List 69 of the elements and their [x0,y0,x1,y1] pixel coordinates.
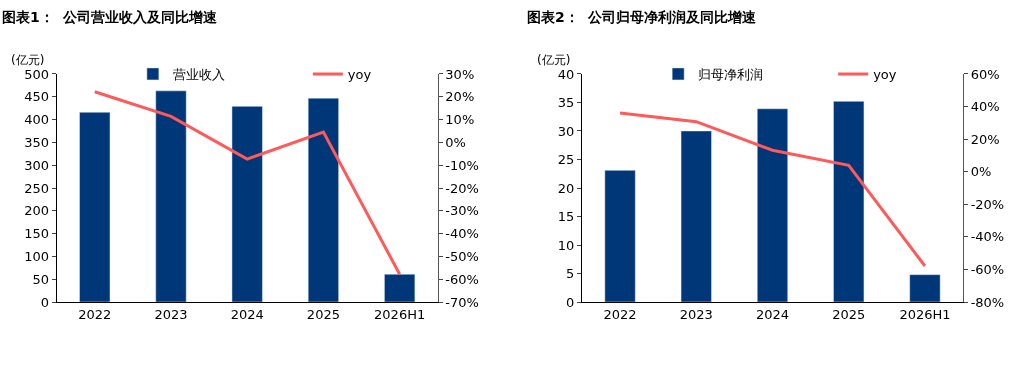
y-tick-label: 350 [24,134,50,150]
legend-label: yoy [347,66,372,82]
y-axis-title: (亿元) [537,53,571,67]
y-tick-label: 450 [24,89,50,105]
bar [155,90,187,303]
y2-tick-label: 20% [445,89,475,105]
y2-tick-label: 10% [445,112,475,128]
x-tick-label: 2023 [154,306,188,322]
y-tick-label: 150 [24,226,50,242]
bar [757,108,788,303]
y-tick-label: 200 [24,203,50,219]
y-tick-label: 20 [557,180,575,196]
legend-label: 归母净利润 [698,66,764,82]
y2-tick-label: -40% [445,226,479,242]
y-axis-title: (亿元) [11,53,45,67]
y-tick-label: 250 [24,180,50,196]
y2-tick-label: -20% [970,196,1005,212]
x-tick-label: 2024 [755,306,790,322]
x-tick-label: 2025 [306,306,340,322]
y-tick-label: 100 [24,248,50,264]
y-tick-label: 400 [24,112,50,128]
bar [307,97,339,303]
x-tick-label: 2023 [679,306,713,322]
y2-tick-label: -10% [445,157,479,173]
chart-title: 图表2： 公司归母净利润及同比增速 [527,9,758,25]
y2-tick-label: 0% [445,134,466,150]
y-tick-label: 0 [566,294,575,310]
bar [384,273,416,303]
x-tick-label: 2022 [603,306,637,322]
y-tick-label: 25 [557,152,575,168]
y2-tick-label: 30% [445,66,475,82]
bar [833,101,865,303]
y2-tick-label: -50% [445,248,479,264]
legend-label: 营业收入 [172,66,225,82]
y-tick-label: 35 [557,95,575,111]
x-tick-label: 2026H1 [899,306,951,322]
y2-tick-label: 20% [970,131,1000,147]
y2-tick-label: -60% [445,271,479,287]
bar [909,274,941,303]
line-series [618,111,927,268]
legend-label: yoy [873,66,897,82]
y2-tick-label: -70% [445,294,479,310]
y-tick-label: 5 [566,266,575,282]
y2-tick-label: -80% [970,294,1005,310]
y2-tick-label: 40% [970,99,1000,115]
y-tick-label: 300 [24,157,50,173]
y2-tick-label: 60% [970,66,1000,82]
y-tick-label: 30 [557,123,575,139]
y-tick-label: 40 [557,66,575,82]
y2-tick-label: -30% [445,203,479,219]
x-tick-label: 2022 [78,306,112,322]
y2-tick-label: -20% [445,180,479,196]
bar [604,170,636,303]
chart-title: 图表1： 公司营业收入及同比增速 [2,9,219,25]
x-tick-label: 2025 [832,306,866,322]
bar [79,112,111,303]
y-tick-label: 10 [557,237,575,253]
x-tick-label: 2024 [230,306,264,322]
y2-tick-label: -60% [970,262,1005,277]
y2-tick-label: -40% [970,229,1005,245]
y-tick-label: 500 [24,66,50,82]
bar [680,130,712,303]
line-series [93,90,402,276]
y-tick-label: 15 [557,209,575,225]
y-tick-label: 0 [40,294,50,310]
bar [231,106,263,303]
y2-tick-label: 0% [970,164,992,180]
y-tick-label: 50 [32,271,50,287]
x-tick-label: 2026H1 [374,306,426,322]
